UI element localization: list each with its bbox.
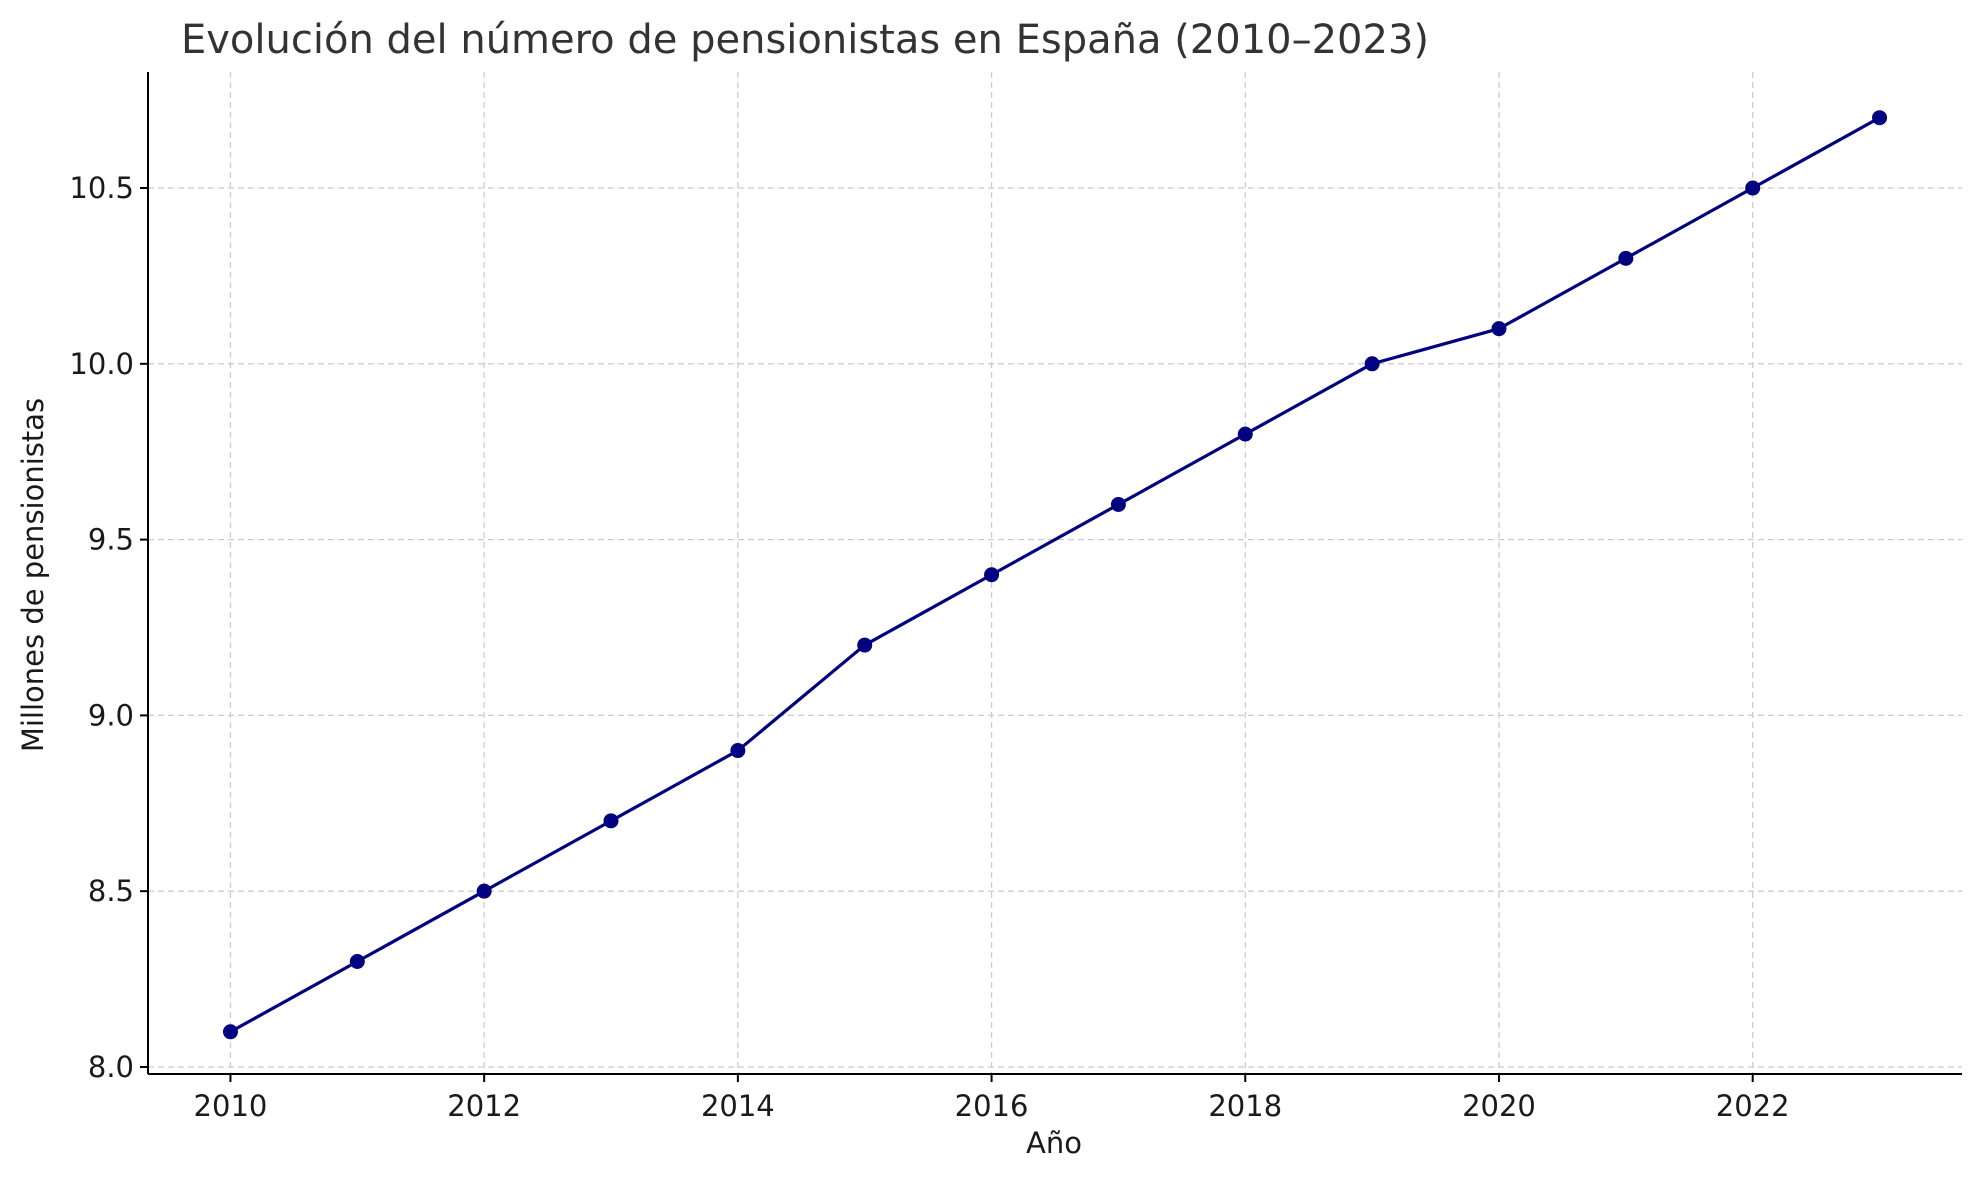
data-point (1745, 180, 1761, 196)
x-tick-label: 2020 (1462, 1089, 1536, 1123)
data-point (1872, 110, 1888, 126)
data-point (222, 1024, 238, 1040)
x-tick-label: 2014 (701, 1089, 775, 1123)
y-tick-label: 8.5 (88, 874, 134, 908)
data-point (1364, 356, 1380, 372)
y-tick-label: 9.0 (88, 698, 134, 732)
x-axis-label: Año (1026, 1126, 1082, 1160)
data-point (1237, 426, 1253, 442)
x-tick-label: 2012 (447, 1089, 521, 1123)
y-tick-label: 9.5 (88, 523, 134, 557)
x-tick-label: 2018 (1208, 1089, 1282, 1123)
y-tick-label: 10.0 (69, 347, 134, 381)
data-point (730, 743, 746, 759)
y-axis-label: Millones de pensionistas (16, 398, 50, 752)
x-tick-label: 2016 (955, 1089, 1029, 1123)
data-point (984, 567, 1000, 583)
y-tick-label: 10.5 (69, 171, 134, 205)
data-point (857, 637, 873, 653)
data-point (349, 953, 365, 969)
chart-title: Evolución del número de pensionistas en … (181, 17, 1429, 63)
data-point (1618, 250, 1634, 266)
y-tick-label: 8.0 (88, 1050, 134, 1084)
data-point (476, 883, 492, 899)
axes: 2010 2012 2014 2016 2018 2020 2022 8.0 8.5 9.0 9.5… (69, 72, 1962, 1123)
data-point (1491, 321, 1507, 337)
data-point (1110, 496, 1126, 512)
series-layer (222, 110, 1888, 1040)
x-tick-label: 2010 (194, 1089, 268, 1123)
series-line (229, 116, 1881, 1034)
x-tick-label: 2022 (1716, 1089, 1790, 1123)
data-point (603, 813, 619, 829)
